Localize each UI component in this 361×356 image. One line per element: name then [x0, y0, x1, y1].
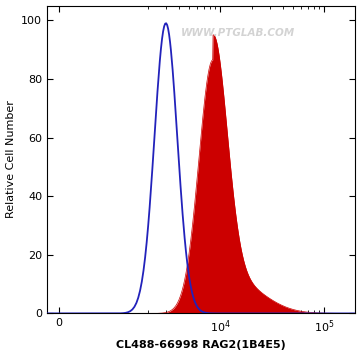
Y-axis label: Relative Cell Number: Relative Cell Number — [5, 100, 16, 219]
Text: WWW.PTGLAB.COM: WWW.PTGLAB.COM — [181, 28, 295, 38]
X-axis label: CL488-66998 RAG2(1B4E5): CL488-66998 RAG2(1B4E5) — [116, 340, 286, 350]
